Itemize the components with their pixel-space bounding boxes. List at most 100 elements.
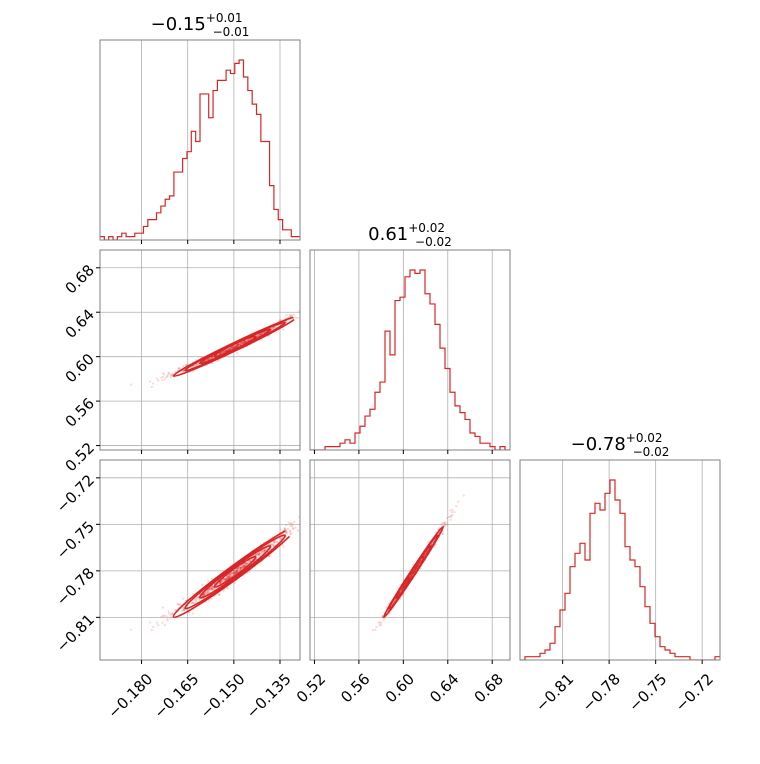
sample-point: [411, 572, 414, 575]
sample-point: [410, 572, 413, 576]
sample-point: [219, 351, 223, 355]
sample-point: [219, 352, 222, 355]
sample-point: [236, 569, 239, 572]
sample-point: [229, 574, 232, 577]
x-tick-label: 0.64: [426, 670, 462, 706]
sample-point: [236, 343, 240, 346]
sample-point: [401, 587, 404, 590]
sample-point: [244, 562, 247, 565]
sample-point: [238, 343, 241, 346]
sample-point: [417, 562, 420, 566]
sample-point: [416, 563, 419, 566]
sample-point: [274, 325, 277, 328]
sample-point: [318, 501, 320, 503]
sample-point: [261, 552, 264, 555]
sample-point: [411, 571, 415, 575]
sample-point: [182, 609, 186, 612]
sample-point: [192, 593, 195, 596]
sample-point: [383, 617, 386, 620]
sample-point: [377, 621, 380, 624]
sample-point: [257, 334, 260, 337]
sample-point: [242, 565, 246, 568]
sample-point: [243, 340, 246, 343]
sample-point: [413, 569, 416, 572]
sample-point: [242, 565, 245, 568]
sample-point: [408, 576, 411, 580]
sample-point: [202, 592, 206, 596]
sample-point: [161, 606, 164, 609]
sample-point: [223, 350, 226, 353]
sample-point: [239, 343, 242, 346]
sample-point: [221, 580, 224, 583]
sample-point: [182, 597, 185, 600]
sample-point: [155, 621, 159, 624]
sample-point: [242, 341, 245, 344]
y-tick-label: 0.60: [62, 350, 98, 386]
sample-point: [232, 346, 235, 349]
sample-point: [289, 532, 292, 536]
sample-point: [243, 563, 246, 566]
sample-point: [235, 345, 238, 348]
panel-title-0: −0.15+0.01 −0.01: [151, 11, 250, 39]
panel-1-0: 0.52 0.56 0.60 0.64 0.68: [62, 249, 301, 475]
sample-point: [163, 377, 166, 381]
sample-point: [218, 593, 221, 596]
sample-point: [229, 573, 232, 576]
sample-point: [169, 375, 172, 379]
sample-point: [219, 580, 222, 584]
sample-point: [417, 562, 421, 565]
sample-point: [407, 578, 410, 581]
x-tick-label: −0.72: [672, 670, 717, 715]
panel-title-2: −0.78+0.02 −0.02: [571, 431, 670, 459]
sample-point: [257, 551, 261, 554]
sample-point: [228, 573, 232, 576]
panel-frame: [309, 249, 511, 451]
sample-point: [239, 343, 243, 346]
sample-point: [233, 582, 236, 585]
sample-point: [244, 340, 248, 343]
sample-point: [272, 541, 276, 545]
sample-point: [413, 570, 416, 573]
sample-point: [257, 554, 260, 557]
sample-point: [221, 579, 224, 582]
sample-point: [239, 566, 243, 570]
sample-point: [416, 565, 419, 568]
sample-point: [220, 351, 223, 355]
sample-point: [414, 568, 417, 571]
sample-point: [178, 366, 181, 370]
sample-point: [236, 343, 240, 346]
sample-point: [414, 568, 417, 571]
sample-point: [150, 628, 153, 632]
sample-point: [415, 564, 418, 567]
sample-point: [269, 543, 272, 546]
sample-point: [235, 345, 239, 348]
sample-point: [233, 572, 236, 575]
sample-point: [182, 609, 185, 612]
sample-point: [236, 351, 239, 355]
sample-point: [231, 347, 234, 350]
sample-point: [418, 562, 421, 565]
sample-point: [229, 575, 232, 578]
sample-point: [194, 601, 198, 604]
sample-point: [209, 357, 212, 360]
sample-point: [225, 577, 228, 580]
sample-point: [232, 347, 235, 350]
sample-point: [456, 500, 460, 503]
sample-point: [415, 565, 418, 568]
title-minus: −0.02: [633, 445, 670, 459]
sample-point: [413, 568, 417, 572]
sample-point: [416, 564, 419, 567]
sample-point: [410, 572, 414, 575]
y-tick-label: −0.81: [53, 611, 98, 656]
sample-point: [227, 348, 230, 351]
sample-point: [258, 552, 262, 555]
sample-point: [160, 376, 163, 379]
sample-point: [167, 612, 171, 615]
sample-point: [453, 511, 456, 514]
sample-point: [414, 567, 417, 570]
sample-point: [210, 588, 213, 591]
sample-point: [233, 346, 237, 349]
sample-point: [228, 348, 231, 351]
sample-point: [408, 576, 411, 580]
sample-point: [204, 592, 207, 595]
